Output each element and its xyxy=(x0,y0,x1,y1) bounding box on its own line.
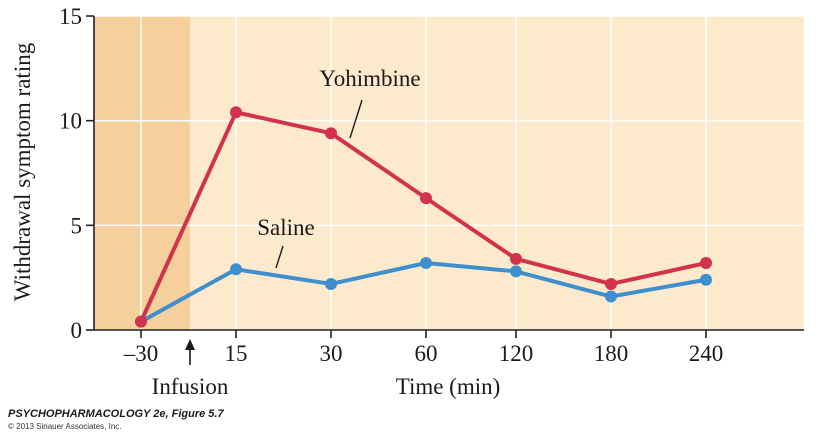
yohimbine-point xyxy=(325,127,337,140)
series-label-leaders: Yohimbine Saline xyxy=(257,66,421,269)
yohimbine-point xyxy=(605,277,617,290)
figure-credit-title: PSYCHOPHARMACOLOGY 2e, Figure 5.7 xyxy=(8,408,224,420)
saline-point xyxy=(510,265,522,278)
saline-series-label: Saline xyxy=(257,215,315,240)
yohimbine-point xyxy=(700,257,712,270)
saline-point xyxy=(700,273,712,286)
pre-infusion-shading xyxy=(94,16,190,330)
x-tick-label: 15 xyxy=(225,341,248,366)
saline-point xyxy=(325,277,337,290)
x-tick-label: 240 xyxy=(689,341,724,366)
saline-label-leader xyxy=(275,245,284,269)
x-tick-label: 30 xyxy=(320,341,343,366)
yohimbine-point xyxy=(135,315,147,328)
x-tick-label: 60 xyxy=(415,341,438,366)
infusion-label: Infusion xyxy=(152,374,229,399)
x-tick-label: –30 xyxy=(123,341,159,366)
y-tick-label: 5 xyxy=(71,213,83,238)
y-tick-label: 15 xyxy=(59,4,82,29)
yohimbine-point xyxy=(420,192,432,205)
x-tick-label: 120 xyxy=(499,341,534,366)
y-axis-ticks: 0 5 10 15 xyxy=(59,4,94,343)
saline-point xyxy=(605,290,617,303)
x-axis-label: Time (min) xyxy=(396,374,501,399)
yohimbine-point xyxy=(230,106,242,119)
series-layer xyxy=(135,106,712,328)
yohimbine-point xyxy=(510,252,522,265)
x-axis-ticks: –30 15 30 60 120 180 240 xyxy=(123,330,724,366)
saline-point xyxy=(230,263,242,276)
yohimbine-label-leader xyxy=(349,99,363,139)
figure-copyright: © 2013 Sinauer Associates, Inc. xyxy=(8,422,122,431)
plot-background xyxy=(94,16,804,330)
y-axis-label: Withdrawal symptom rating xyxy=(10,42,35,301)
y-tick-label: 10 xyxy=(59,109,82,134)
yohimbine-series-label: Yohimbine xyxy=(319,66,420,91)
y-tick-label: 0 xyxy=(71,318,83,343)
saline-point xyxy=(420,257,432,270)
x-tick-label: 180 xyxy=(594,341,629,366)
infusion-arrow-icon xyxy=(185,339,195,365)
